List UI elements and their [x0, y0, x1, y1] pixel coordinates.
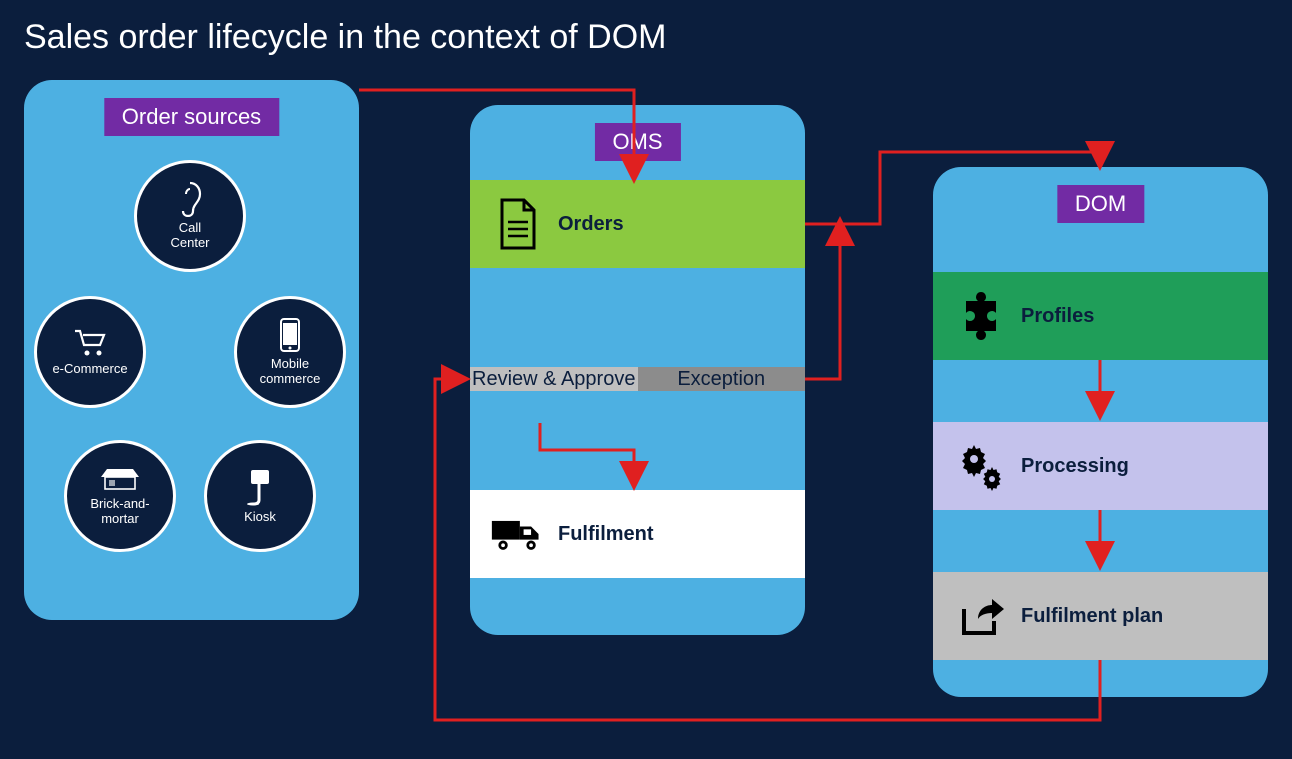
node-label: Brick-and-mortar [90, 497, 149, 527]
fulfilment-plan-label: Fulfilment plan [1021, 605, 1163, 628]
truck-icon [490, 514, 546, 554]
node-ecommerce: e-Commerce [34, 296, 146, 408]
share-icon [953, 591, 1009, 641]
node-label: CallCenter [170, 221, 209, 251]
node-kiosk: Kiosk [204, 440, 316, 552]
exception-label: Exception [677, 367, 765, 391]
processing-label: Processing [1021, 455, 1129, 478]
review-approve-cell: Review & Approve [470, 367, 638, 391]
oms-fulfilment-band: Fulfilment [470, 490, 805, 578]
dom-fulfilment-plan-band: Fulfilment plan [933, 572, 1268, 660]
store-icon [99, 465, 141, 493]
dom-profiles-band: Profiles [933, 272, 1268, 360]
oms-panel: OMS Orders Review & Approve Exception [470, 105, 805, 635]
oms-review-exception-band: Review & Approve Exception [470, 335, 805, 423]
document-icon [490, 198, 546, 250]
gears-icon [953, 441, 1009, 491]
review-label: Review & Approve [472, 367, 635, 391]
node-label: Mobilecommerce [260, 357, 321, 387]
node-label: e-Commerce [52, 362, 127, 377]
order-sources-header: Order sources [104, 98, 279, 136]
dom-panel: DOM Profiles Processing [933, 167, 1268, 697]
node-mobile: Mobilecommerce [234, 296, 346, 408]
oms-header: OMS [594, 123, 680, 161]
oms-orders-band: Orders [470, 180, 805, 268]
puzzle-icon [953, 291, 1009, 341]
ear-icon [176, 181, 204, 217]
cart-icon [73, 328, 107, 358]
dom-header: DOM [1057, 185, 1144, 223]
exception-cell: Exception [638, 367, 806, 391]
node-brick-mortar: Brick-and-mortar [64, 440, 176, 552]
dom-processing-band: Processing [933, 422, 1268, 510]
kiosk-icon [245, 468, 275, 506]
node-call-center: CallCenter [134, 160, 246, 272]
order-sources-panel: Order sources CallCenter e-Commerce Mobi… [24, 80, 359, 620]
profiles-label: Profiles [1021, 305, 1094, 328]
fulfilment-label: Fulfilment [558, 523, 654, 546]
page-title: Sales order lifecycle in the context of … [24, 18, 667, 57]
phone-icon [279, 317, 301, 353]
node-label: Kiosk [244, 510, 276, 525]
orders-label: Orders [558, 213, 624, 236]
